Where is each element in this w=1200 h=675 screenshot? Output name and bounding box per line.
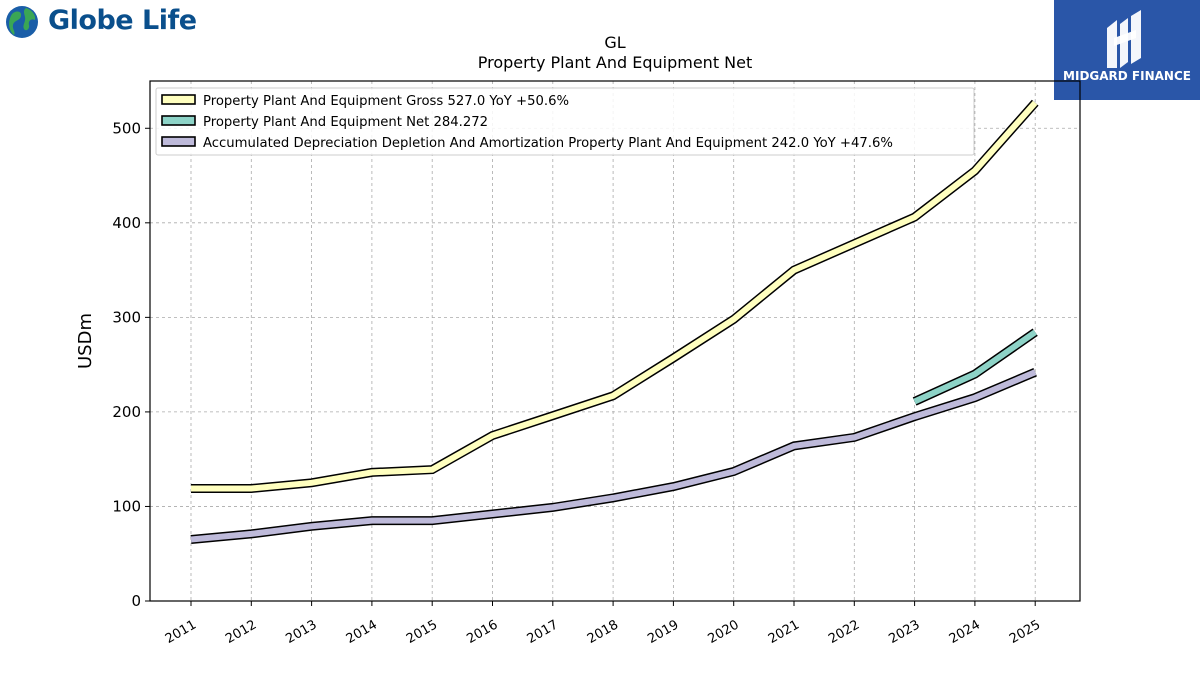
legend: Property Plant And Equipment Gross 527.0… [155, 87, 975, 156]
x-tick-label: 2019 [645, 617, 681, 647]
brand-badge: MIDGARD FINANCE [1054, 0, 1200, 100]
series-3-point [311, 526, 312, 527]
series-1-point [311, 482, 312, 483]
legend-box [155, 87, 975, 156]
series-3-legend-swatch [161, 136, 196, 147]
series-3-point [191, 539, 192, 540]
series-2-legend-label: Property Plant And Equipment Net 284.272 [203, 115, 488, 130]
series-1-point [854, 243, 855, 244]
series-1-point [974, 170, 975, 171]
series-1-point [733, 319, 734, 320]
series-3-point [492, 514, 493, 515]
chart-subtitle: Property Plant And Equipment Net [478, 53, 753, 72]
series-3-point [1035, 372, 1036, 373]
y-tick-label: 0 [131, 592, 141, 610]
grid [150, 81, 1080, 601]
x-axis: 2011 2012 2013 2014 2015 2016 2017 2018 2019 2020… [163, 601, 1043, 647]
x-tick-label: 2023 [886, 617, 922, 647]
series-1-point [552, 415, 553, 416]
series-2-point [1035, 332, 1036, 333]
y-axis: 0 100 200 300 400 500 [112, 119, 150, 610]
x-tick-label: 2016 [464, 617, 500, 647]
x-tick-label: 2021 [766, 617, 802, 647]
y-tick-label: 200 [112, 403, 141, 421]
series-2-point [974, 374, 975, 375]
series-3-line [190, 369, 1037, 543]
series-3-point [914, 416, 915, 417]
x-tick-label: 2012 [223, 617, 259, 647]
series-3-legend-label: Accumulated Depreciation Depletion And A… [203, 136, 893, 151]
series-3-point [854, 437, 855, 438]
series-1-point [1035, 102, 1036, 103]
series-3-point [251, 533, 252, 534]
globe-logo-icon [6, 6, 38, 38]
company-name: Globe Life [48, 5, 197, 36]
x-tick-label: 2020 [706, 617, 742, 647]
series-1-legend-swatch [161, 94, 196, 105]
series-3-point [432, 520, 433, 521]
series-3-point [733, 471, 734, 472]
series-3-point [371, 520, 372, 521]
midgard-logo-icon [1107, 10, 1141, 68]
series-1-point [371, 472, 372, 473]
x-tick-label: 2025 [1007, 617, 1043, 647]
x-tick-label: 2014 [344, 617, 380, 647]
y-tick-label: 300 [112, 308, 141, 326]
series-3-point [552, 507, 553, 508]
series-group [190, 99, 1039, 544]
series-1-point [914, 217, 915, 218]
series-3-point [613, 497, 614, 498]
y-tick-label: 500 [112, 119, 141, 137]
series-2-point [914, 401, 915, 402]
plot-frame [149, 80, 1081, 602]
series-1-legend-label: Property Plant And Equipment Gross 527.0… [203, 94, 569, 109]
x-tick-label: 2022 [826, 617, 862, 647]
brand-name: MIDGARD FINANCE [1063, 69, 1191, 83]
x-tick-label: 2017 [525, 617, 561, 647]
y-tick-label: 100 [112, 497, 141, 515]
series-1-point [673, 358, 674, 359]
series-2-legend-swatch [161, 115, 196, 126]
company-logo: Globe Life [4, 2, 204, 42]
chart-title: GL [604, 33, 625, 52]
series-1-point [492, 435, 493, 436]
series-1-point [251, 488, 252, 489]
series-2-line [913, 329, 1037, 405]
x-tick-label: 2013 [283, 617, 319, 647]
series-1-point [432, 469, 433, 470]
series-3-point [974, 397, 975, 398]
series-1-line [191, 100, 1038, 492]
series-3-point [794, 445, 795, 446]
y-tick-label: 400 [112, 214, 141, 232]
series-1-point [613, 395, 614, 396]
series-1-point [794, 270, 795, 271]
y-axis-label: USDm [75, 313, 96, 369]
x-tick-label: 2011 [163, 617, 199, 647]
x-tick-label: 2024 [947, 617, 983, 647]
series-1-point [191, 488, 192, 489]
x-tick-label: 2015 [404, 617, 440, 647]
x-tick-label: 2018 [585, 617, 621, 647]
series-3-point [673, 486, 674, 487]
